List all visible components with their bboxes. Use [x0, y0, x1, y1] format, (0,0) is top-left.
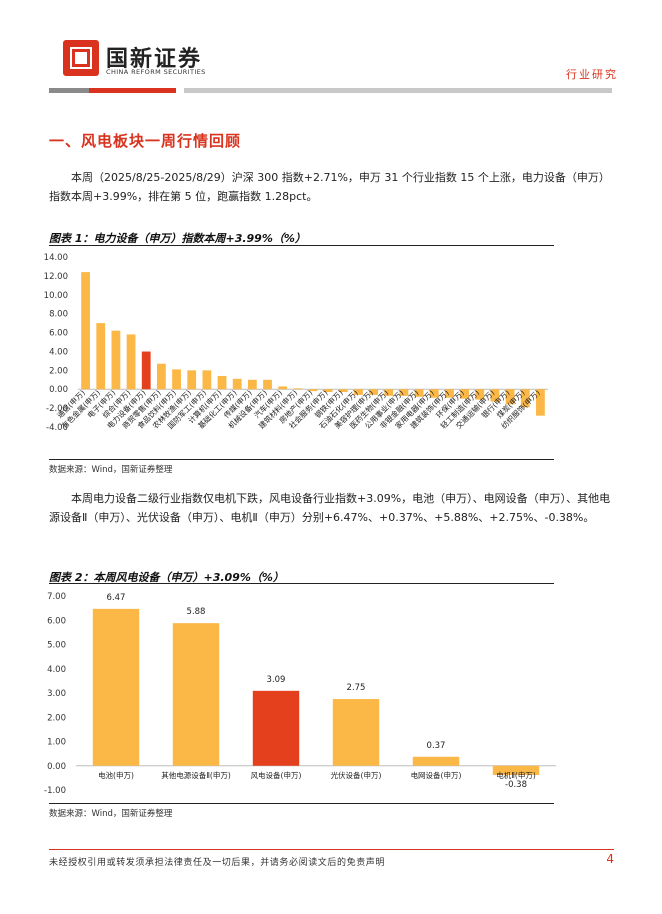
bar — [520, 389, 530, 408]
bar — [536, 389, 545, 416]
bar — [92, 608, 140, 766]
bar — [247, 379, 257, 390]
bar — [111, 330, 121, 390]
y-tick-label: 2.00 — [49, 366, 68, 376]
bar — [505, 389, 515, 405]
bar — [263, 379, 272, 390]
data-label: 2.75 — [347, 683, 366, 693]
figure2-source: 数据来源：Wind，国新证券整理 — [49, 809, 173, 819]
y-tick-label: 6.00 — [47, 616, 66, 626]
bar — [460, 389, 470, 399]
bar — [475, 389, 485, 400]
bar — [369, 389, 379, 395]
bar — [252, 690, 300, 766]
bar — [429, 389, 439, 398]
figure2-title-rule — [49, 583, 554, 584]
brand-name-english: CHINA REFORM SECURITIES — [106, 68, 206, 76]
data-label: 3.09 — [267, 675, 286, 685]
y-tick-label: -4.00 — [46, 423, 68, 433]
y-tick-label: 2.00 — [47, 713, 66, 723]
figure1-title-rule — [49, 245, 554, 246]
bar — [338, 389, 348, 393]
data-label: 0.37 — [427, 741, 446, 751]
company-logo-icon — [63, 40, 99, 76]
bar — [232, 378, 242, 390]
bar — [141, 351, 151, 390]
y-tick-label: -2.00 — [46, 404, 68, 414]
bar — [323, 389, 333, 393]
footer-rule — [49, 849, 614, 850]
page-number: 4 — [606, 852, 614, 866]
header-accent-bar-dark — [49, 88, 89, 93]
figure1-source: 数据来源：Wind，国新证券整理 — [49, 465, 173, 475]
report-category: 行业研究 — [566, 68, 618, 81]
y-tick-label: 3.00 — [47, 689, 66, 699]
brand-name: 国新证券 — [106, 47, 203, 72]
section-title: 一、风电板块一周行情回顾 — [49, 132, 242, 150]
bar — [278, 386, 288, 390]
y-tick-label: 7.00 — [47, 592, 66, 602]
bar — [187, 370, 197, 390]
bar — [156, 363, 166, 390]
bar — [172, 623, 220, 766]
figure2-chart: 7.00 6.00 5.00 4.00 3.00 2.00 1.00 0.00 -1.00 6.4… — [44, 592, 556, 796]
figure1-chart: 14.00 12.00 10.00 8.00 6.00 4.00 2.00 0.00 -2.00… — [44, 253, 548, 433]
y-tick-label: 4.00 — [47, 665, 66, 675]
bar — [81, 272, 90, 390]
bar — [354, 389, 363, 395]
paragraph-subindustry: 本周电力设备二级行业指数仅电机下跌，风电设备行业指数+3.09%，电池（申万）、… — [49, 492, 611, 524]
figure2-bottom-rule — [49, 803, 554, 804]
bar — [202, 370, 212, 390]
y-tick-label: 10.00 — [44, 291, 68, 301]
y-tick-label: 1.00 — [47, 738, 66, 748]
bar — [126, 334, 136, 390]
bar — [412, 756, 460, 766]
bar — [96, 323, 106, 390]
bar — [217, 376, 227, 390]
bar — [384, 389, 394, 396]
y-tick-label: 0.00 — [49, 385, 68, 395]
figure2-title: 图表 2：本周风电设备（申万）+3.09%（%） — [49, 571, 284, 584]
y-tick-label: 4.00 — [49, 347, 68, 357]
y-tick-label: -1.00 — [44, 786, 66, 796]
y-tick-label: 0.00 — [47, 762, 66, 772]
header-divider — [184, 88, 612, 93]
figure1-title: 图表 1：电力设备（申万）指数本周+3.99%（%） — [49, 232, 306, 245]
bar — [308, 389, 318, 392]
y-tick-label: 8.00 — [49, 310, 68, 320]
y-tick-label: 14.00 — [44, 253, 68, 263]
data-label: 6.47 — [107, 593, 126, 603]
bar — [490, 389, 500, 402]
bar — [399, 389, 409, 396]
bar — [172, 369, 181, 390]
bar — [293, 388, 303, 390]
figure1-bottom-rule — [49, 459, 554, 460]
y-tick-label: 6.00 — [49, 329, 68, 339]
bar — [445, 389, 454, 398]
y-tick-label: 5.00 — [47, 641, 66, 651]
bar — [492, 765, 540, 775]
data-label: -0.38 — [505, 780, 527, 790]
x-tick-label: 风电设备(申万) — [251, 770, 302, 780]
footer-disclaimer: 未经授权引用或转发须承担法律责任及一切后果，并请务必阅读文后的免责声明 — [49, 858, 386, 868]
bar — [332, 699, 380, 766]
x-tick-label: 电池(申万) — [98, 770, 134, 780]
y-tick-label: 12.00 — [44, 272, 68, 282]
x-tick-label: 其他电源设备Ⅱ(申万) — [161, 770, 231, 780]
paragraph-weekly-summary: 本周（2025/8/25-2025/8/29）沪深 300 指数+2.71%，申… — [49, 171, 610, 203]
data-label: 5.88 — [187, 607, 206, 617]
bar — [414, 389, 424, 397]
x-tick-label: 电网设备(申万) — [411, 770, 462, 780]
x-tick-label: 电机Ⅱ(申万) — [496, 770, 536, 780]
header-accent-bar — [49, 88, 176, 93]
x-tick-label: 光伏设备(申万) — [331, 770, 382, 780]
